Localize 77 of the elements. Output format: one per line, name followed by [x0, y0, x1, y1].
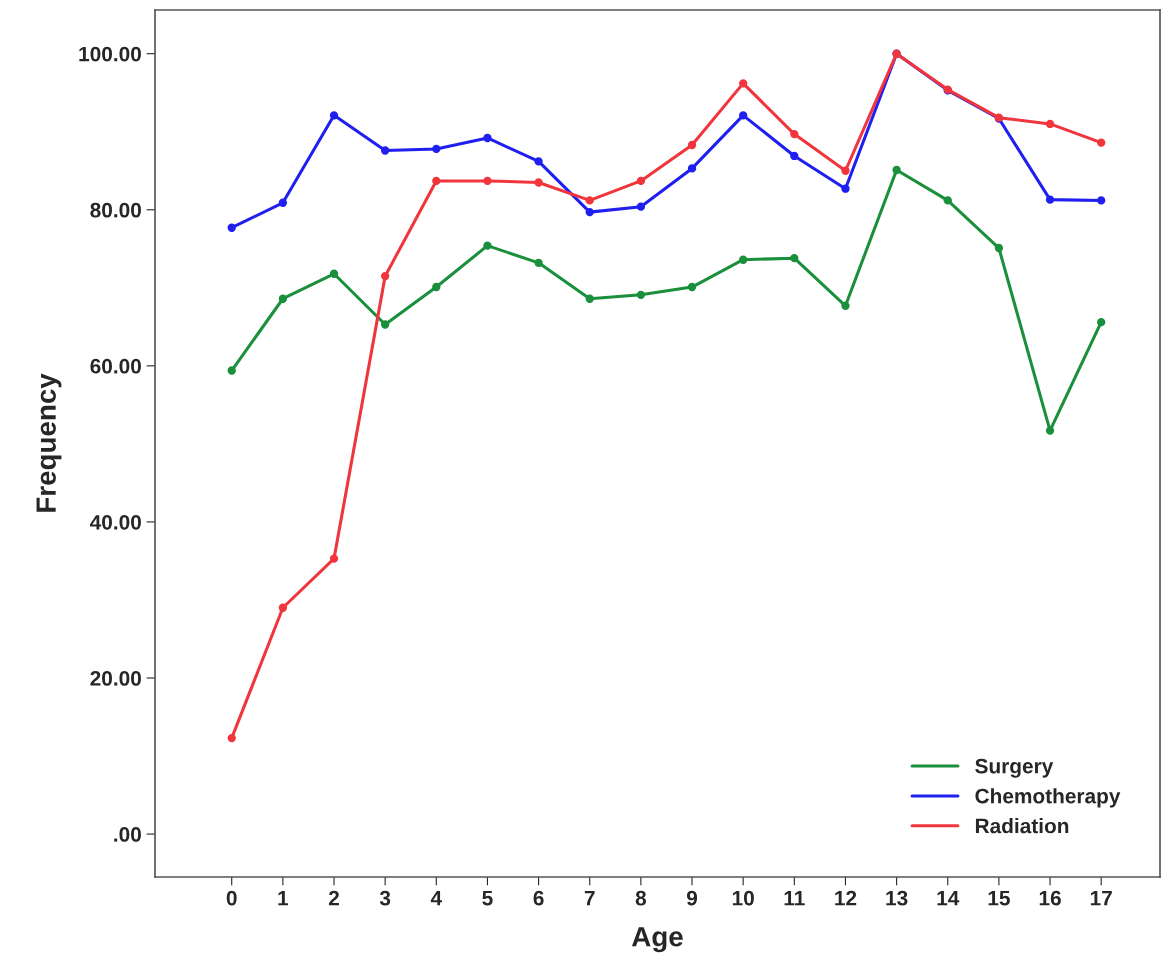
point [790, 129, 799, 139]
y-tick-label: 20.00 [90, 671, 141, 686]
point [278, 198, 288, 207]
x-tick-label: 8 [635, 890, 647, 906]
point [739, 79, 748, 88]
point [483, 176, 492, 186]
x-tick-label: 10 [732, 890, 754, 906]
point [841, 184, 850, 193]
point [636, 176, 646, 186]
point [329, 269, 339, 278]
x-tick-label: 5 [482, 890, 493, 906]
x-tick-label: 15 [988, 890, 1010, 906]
x-tick-label: 2 [328, 890, 339, 906]
point [534, 157, 543, 166]
point [278, 603, 288, 612]
y-tick-label: 60.00 [90, 358, 141, 374]
point [687, 164, 697, 173]
point [943, 196, 952, 205]
point [432, 176, 441, 186]
point [1097, 196, 1106, 205]
point [841, 301, 850, 310]
point [636, 290, 646, 299]
x-tick-label: 11 [784, 890, 805, 906]
point [380, 146, 390, 155]
x-tick-label: 16 [1039, 890, 1061, 906]
point [227, 733, 236, 743]
x-tick-label: 6 [533, 890, 544, 906]
point [841, 166, 850, 175]
point [432, 144, 441, 154]
point [892, 165, 901, 175]
legend-label: Surgery [975, 758, 1054, 778]
y-tick-label: 40.00 [89, 514, 141, 530]
x-tick-label: 9 [686, 890, 698, 906]
legend-label: Chemotherapy [975, 788, 1121, 808]
y-tick-label: 80.00 [90, 202, 141, 218]
y-tick-label: .00 [114, 827, 141, 842]
x-tick-label: 17 [1090, 890, 1112, 906]
point [329, 554, 339, 563]
y-axis-title: Frequency [36, 373, 62, 512]
x-tick-label: 13 [886, 890, 908, 906]
point [380, 271, 390, 281]
point [585, 196, 594, 205]
y-tick-label: 100.00 [79, 46, 141, 62]
point [227, 366, 236, 375]
point [432, 282, 441, 292]
x-tick-label: 14 [937, 890, 960, 906]
x-tick-label: 0 [226, 890, 237, 906]
point [739, 111, 748, 120]
x-tick-label: 12 [835, 890, 857, 906]
legend-label: Radiation [975, 818, 1069, 834]
point [1097, 138, 1106, 147]
point [585, 207, 594, 217]
x-tick-label: 3 [379, 890, 391, 906]
x-tick-label: 4 [430, 890, 442, 906]
point [534, 258, 543, 268]
point [278, 294, 288, 303]
point [1045, 426, 1055, 435]
point [483, 133, 492, 143]
point [483, 241, 492, 250]
x-tick-label: 7 [584, 890, 595, 906]
point [227, 223, 236, 232]
point [790, 253, 799, 263]
point [739, 255, 748, 264]
point [687, 140, 697, 150]
point [534, 178, 543, 187]
point [585, 294, 594, 303]
point [1097, 317, 1106, 327]
point [687, 282, 697, 292]
point [1045, 195, 1055, 204]
point [329, 111, 339, 120]
point [790, 151, 799, 161]
x-axis-title: Age [631, 927, 683, 953]
x-tick-label: 1 [278, 890, 289, 906]
point [994, 243, 1004, 253]
point [1045, 119, 1055, 129]
point [380, 320, 390, 329]
point [636, 202, 646, 211]
